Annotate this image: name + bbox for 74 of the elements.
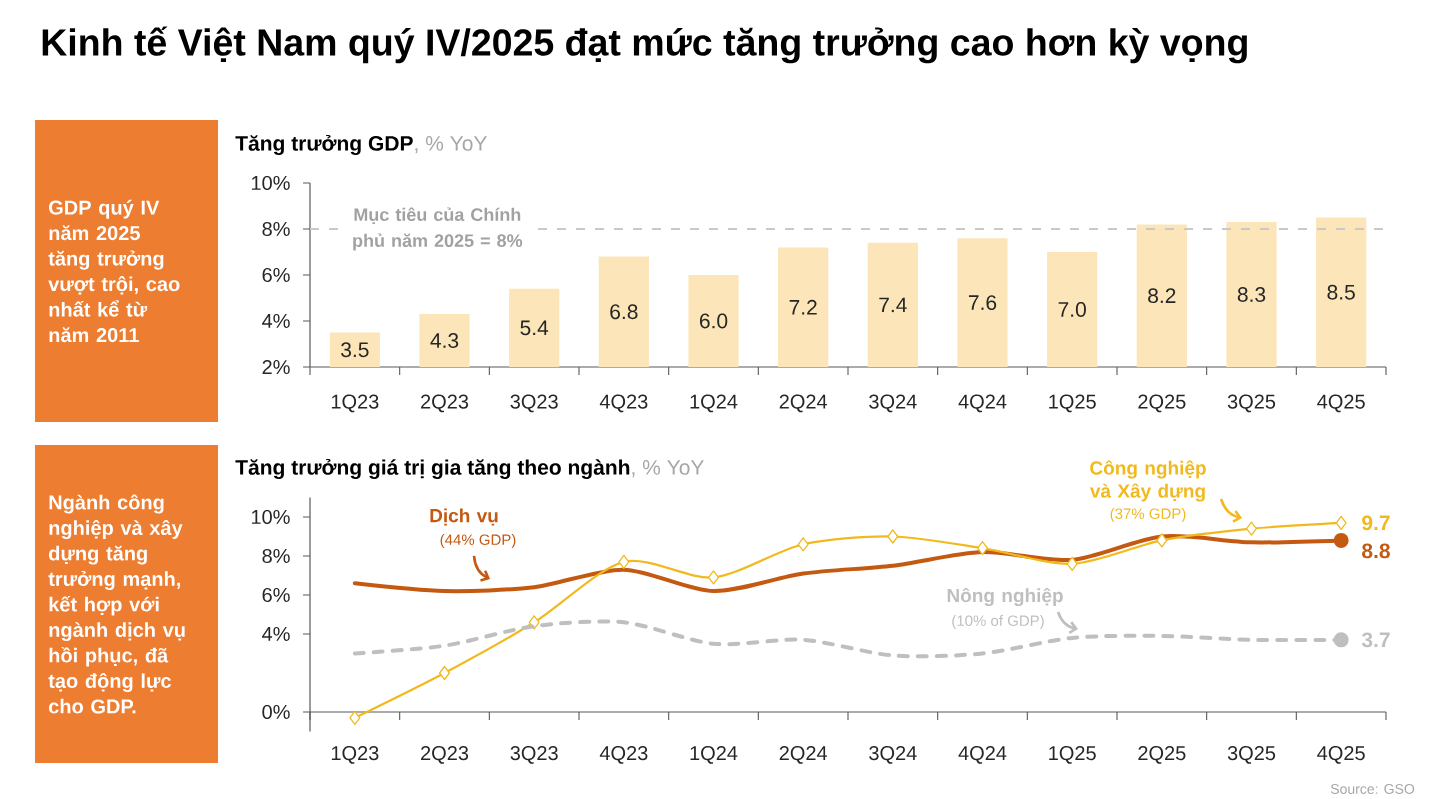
y-tick-label: 6% [262,587,290,603]
x-tick-label: 3Q25 [1227,394,1276,413]
data-label: 8.3 [1237,287,1266,302]
data-label: 3.7 [1361,632,1390,648]
x-tick-label: 4Q25 [1317,746,1365,764]
text: Kinh tế Việt Nam quý IV/2025 đạt mức tăng trưởng cao hơn kỳ vọng [42,26,1247,64]
annotation: (10% of GDP) [952,615,1044,629]
x-tick-label: 1Q25 [1049,746,1096,764]
x-tick-label: 4Q23 [599,746,648,764]
data-label: 4.3 [430,333,459,348]
data-label: 9.7 [1362,515,1390,531]
data-label: 6.8 [610,304,638,320]
data-label: 7.4 [879,297,907,313]
source-note: Source: GSO [1330,784,1415,794]
data-label: 3.5 [341,342,369,358]
annotation: (44% GDP) [440,534,516,548]
x-tick-label: 3Q24 [869,394,917,413]
x-tick-label: 2Q25 [1138,394,1186,413]
data-label: 6.0 [699,313,728,329]
x-tick-label: 1Q24 [690,746,738,764]
y-tick-label: 0% [262,704,290,720]
x-tick-label: 1Q23 [331,746,379,764]
data-label: 7.6 [968,295,997,311]
point [707,570,720,585]
x-tick-label: 1Q23 [331,394,379,413]
point [1066,556,1078,571]
x-tick-label: 2Q23 [421,746,469,764]
series-label: Nông nghiệp [947,587,1063,607]
x-tick-label: 1Q24 [690,394,738,413]
y-tick-label: 10% [251,509,290,525]
x-tick-label: 4Q24 [958,394,1007,413]
x-tick-label: 2Q24 [779,394,828,413]
x-tick-label: 3Q25 [1227,746,1276,764]
ref-line-label: Mục tiêu của Chính phủ năm 2025 = 8% [353,207,523,251]
point [797,537,809,552]
data-label: 8.5 [1327,284,1355,300]
y-tick-label: 8% [262,221,290,237]
x-tick-label: 3Q23 [510,746,558,764]
data-label: 5.4 [520,320,549,336]
y-tick-label: 8% [262,548,290,564]
data-label: 8.8 [1362,543,1390,559]
data-label: 7.2 [789,299,817,315]
x-tick-label: 2Q24 [779,746,828,764]
x-tick-label: 3Q24 [869,746,917,764]
y-tick-label: 4% [262,313,290,328]
point [1156,533,1168,548]
point [976,541,989,556]
point [1335,515,1347,530]
point [887,529,899,544]
text: GDP quý IV năm 2025 tăng trưởng vượt trội, cao nhất kể từ năm 2011 [48,199,180,343]
annotation: (37% GDP) [1110,508,1186,522]
chart-title: Tăng trưởng GDP, % YoY [235,134,487,156]
y-tick-label: 2% [262,359,290,375]
x-tick-label: 2Q23 [421,394,469,413]
text: Dịch vụ [430,508,498,526]
y-tick-label: 6% [262,267,290,283]
y-tick-label: 10% [251,175,290,191]
data-label: 7.0 [1058,302,1086,317]
x-tick-label: 3Q23 [510,394,558,413]
x-tick-label: 4Q24 [958,746,1007,764]
x-tick-label: 1Q25 [1049,394,1096,413]
data-label: 8.2 [1148,288,1176,304]
point [438,665,451,681]
point [618,554,630,569]
chart-title: Tăng trưởng giá trị gia tăng theo ngành, % YoY [235,458,704,480]
text: Ngành công nghiệp và xây dựng tăng trưởng mạnh, kết hợp với ngành dịch vụ hồi phục, đã tạo động lực cho GDP. [48,494,185,714]
series-label: Công nghiệp và Xây dựng [1090,460,1206,502]
point [1245,521,1258,536]
y-tick-label: 4% [262,626,290,641]
x-tick-label: 2Q25 [1138,746,1186,764]
x-tick-label: 4Q23 [599,394,648,413]
x-tick-label: 4Q25 [1317,394,1365,413]
point [349,710,361,725]
point [528,615,540,630]
